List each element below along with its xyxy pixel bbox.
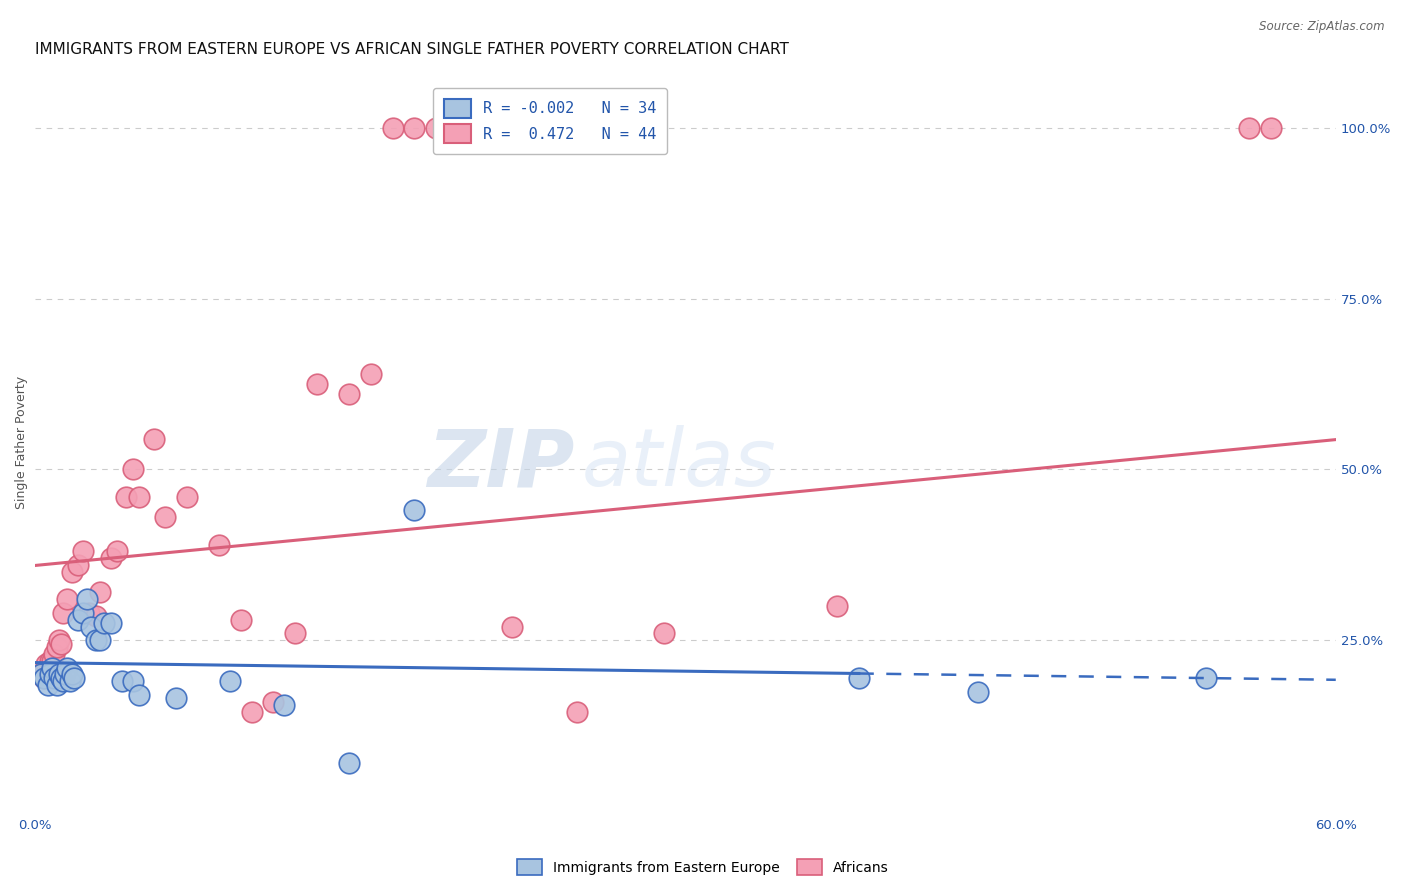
Point — [229, 613, 252, 627]
Point — [100, 551, 122, 566]
Point — [967, 684, 990, 698]
Text: IMMIGRANTS FROM EASTERN EUROPE VS AFRICAN SINGLE FATHER POVERTY CORRELATION CHAR: IMMIGRANTS FROM EASTERN EUROPE VS AFRICA… — [35, 42, 789, 57]
Point — [84, 609, 107, 624]
Point — [63, 671, 86, 685]
Point — [56, 660, 79, 674]
Point — [44, 671, 66, 685]
Point — [77, 606, 100, 620]
Point — [565, 705, 588, 719]
Point — [60, 565, 83, 579]
Point — [35, 657, 58, 672]
Legend: R = -0.002   N = 34, R =  0.472   N = 44: R = -0.002 N = 34, R = 0.472 N = 44 — [433, 88, 668, 153]
Point — [360, 367, 382, 381]
Point — [153, 510, 176, 524]
Point — [41, 654, 63, 668]
Point — [404, 120, 426, 135]
Legend: Immigrants from Eastern Europe, Africans: Immigrants from Eastern Europe, Africans — [512, 854, 894, 880]
Point — [45, 640, 67, 654]
Point — [49, 671, 72, 685]
Point — [67, 558, 90, 573]
Text: Source: ZipAtlas.com: Source: ZipAtlas.com — [1260, 20, 1385, 33]
Point — [72, 544, 94, 558]
Point — [53, 667, 76, 681]
Point — [60, 667, 83, 681]
Point — [305, 377, 328, 392]
Point — [89, 633, 111, 648]
Point — [39, 654, 62, 668]
Point — [48, 633, 70, 648]
Point — [337, 387, 360, 401]
Point — [1237, 120, 1260, 135]
Point — [56, 592, 79, 607]
Point — [105, 544, 128, 558]
Point — [652, 626, 675, 640]
Point — [89, 585, 111, 599]
Point — [39, 667, 62, 681]
Point — [825, 599, 848, 613]
Point — [111, 674, 134, 689]
Point — [1260, 120, 1282, 135]
Point — [48, 667, 70, 681]
Point — [45, 678, 67, 692]
Text: ZIP: ZIP — [427, 425, 575, 503]
Point — [80, 619, 103, 633]
Point — [115, 490, 138, 504]
Point — [100, 616, 122, 631]
Point — [121, 674, 143, 689]
Point — [32, 671, 55, 685]
Point — [240, 705, 263, 719]
Point — [128, 490, 150, 504]
Point — [59, 674, 82, 689]
Point — [1195, 671, 1218, 685]
Point — [30, 667, 52, 681]
Point — [381, 120, 404, 135]
Point — [165, 691, 187, 706]
Point — [404, 503, 426, 517]
Point — [176, 490, 198, 504]
Point — [284, 626, 307, 640]
Point — [501, 619, 523, 633]
Y-axis label: Single Father Poverty: Single Father Poverty — [15, 376, 28, 508]
Point — [72, 606, 94, 620]
Point — [52, 674, 75, 689]
Point — [425, 120, 447, 135]
Point — [41, 660, 63, 674]
Point — [143, 432, 166, 446]
Point — [262, 695, 284, 709]
Point — [848, 671, 870, 685]
Point — [84, 633, 107, 648]
Point — [128, 688, 150, 702]
Point — [121, 462, 143, 476]
Text: atlas: atlas — [581, 425, 776, 503]
Point — [76, 592, 98, 607]
Point — [30, 667, 52, 681]
Point — [208, 538, 231, 552]
Point — [49, 637, 72, 651]
Point — [32, 671, 55, 685]
Point — [337, 756, 360, 771]
Point — [44, 647, 66, 661]
Point — [93, 616, 115, 631]
Point — [67, 613, 90, 627]
Point — [37, 678, 59, 692]
Point — [273, 698, 295, 713]
Point — [219, 674, 242, 689]
Point — [52, 606, 75, 620]
